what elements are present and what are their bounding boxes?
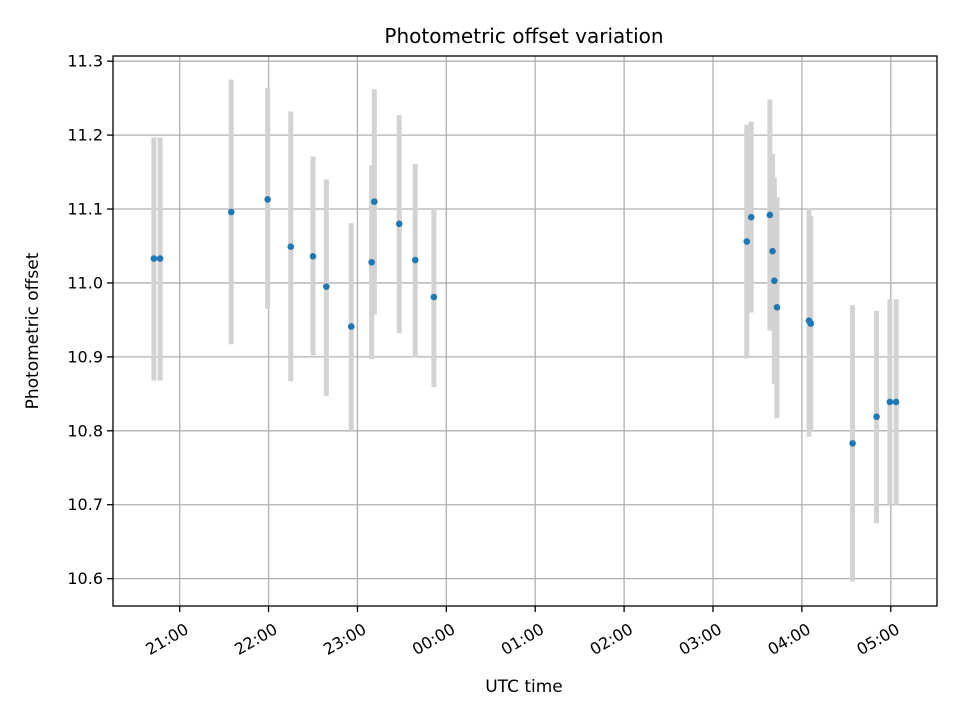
data-points [150,196,900,447]
y-tick-label: 11.2 [67,126,103,145]
data-point [807,320,815,327]
data-point [309,253,317,260]
data-point [849,440,856,447]
x-tick-label: 05:00 [853,619,902,659]
data-point [411,256,419,264]
x-axis-ticks: 21:00 22:00 23:00 00:00 01:00 02:00 03:00 04:00… [142,606,903,659]
error-bars [151,79,899,582]
data-point [323,283,330,290]
x-axis-label: UTC time [485,677,563,697]
x-tick-label: 21:00 [142,619,191,659]
y-tick-label: 11.0 [67,273,103,292]
data-point [156,255,164,262]
data-point [766,211,774,219]
data-point [769,247,776,255]
y-tick-label: 10.9 [67,347,103,366]
data-point [430,293,438,301]
data-point [347,323,355,330]
y-tick-label: 11.1 [67,200,103,219]
data-point [227,208,235,216]
data-point [150,255,158,262]
x-tick-label: 01:00 [498,619,547,659]
data-point [264,196,271,203]
data-point [368,258,375,266]
data-point [886,398,894,406]
grid-lines [113,56,937,606]
y-tick-label: 10.6 [67,569,103,588]
y-tick-label: 11.3 [67,52,103,71]
x-tick-label: 02:00 [587,619,636,659]
data-point [395,220,403,228]
data-point [287,243,295,251]
y-tick-label: 10.8 [67,421,103,440]
x-tick-label: 03:00 [676,619,725,659]
x-tick-label: 22:00 [231,619,280,659]
data-point [873,413,880,421]
data-point [773,304,781,311]
data-point [892,398,900,406]
plot-frame [112,55,938,607]
x-tick-label: 04:00 [764,619,813,659]
data-point [371,198,378,205]
chart-title: Photometric offset variation [384,24,663,48]
y-tick-label: 10.7 [67,495,103,514]
y-axis-label: Photometric offset [23,252,43,409]
x-tick-label: 00:00 [409,619,458,659]
x-tick-label: 23:00 [320,619,369,659]
data-point [747,213,755,221]
data-point [743,238,751,245]
data-point [771,277,778,285]
y-axis-ticks: 10.6 10.7 10.8 10.9 11.0 11.1 11.2 11.3 [67,52,113,588]
